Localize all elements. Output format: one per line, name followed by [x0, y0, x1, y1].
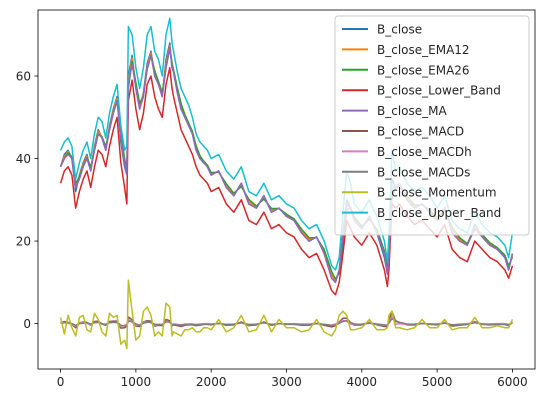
legend-label: B_close_MA [377, 104, 447, 118]
x-tick-label: 0 [57, 375, 65, 389]
legend-label: B_close_MACD [377, 125, 464, 139]
y-tick-label: 0 [23, 317, 31, 331]
legend-label: B_close_EMA12 [377, 43, 470, 57]
legend-label: B_close_Momentum [377, 186, 497, 200]
x-tick-label: 5000 [422, 375, 453, 389]
legend-label: B_close_Upper_Band [377, 206, 501, 220]
x-tick-label: 3000 [271, 375, 302, 389]
y-tick-label: 60 [16, 70, 31, 84]
legend-label: B_close_MACDh [377, 145, 472, 159]
y-tick-label: 20 [16, 235, 31, 249]
legend-label: B_close_EMA26 [377, 63, 470, 77]
x-tick-label: 4000 [347, 375, 378, 389]
x-tick-label: 2000 [196, 375, 227, 389]
legend-label: B_close_MACDs [377, 165, 470, 179]
legend-label: B_close_Lower_Band [377, 84, 501, 98]
x-tick-label: 6000 [497, 375, 528, 389]
legend: B_close B_close_EMA12 B_close_EMA26 B_close… [335, 16, 529, 235]
y-tick-label: 40 [16, 152, 31, 166]
legend-label: B_close [377, 23, 422, 37]
x-tick-label: 1000 [121, 375, 152, 389]
